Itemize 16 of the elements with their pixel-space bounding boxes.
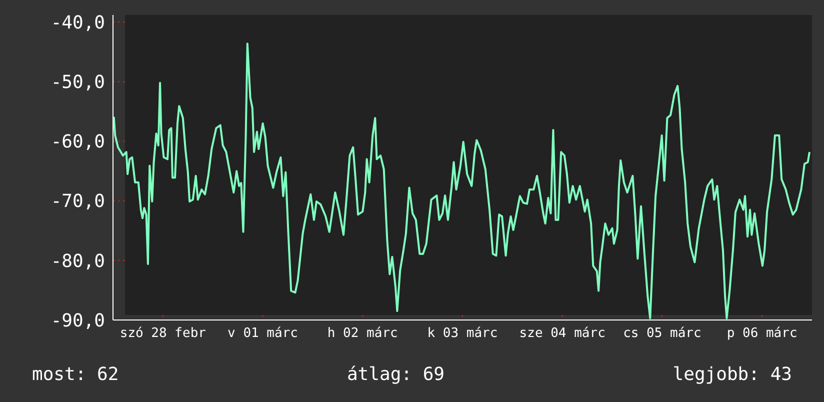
x-tick-label: p 06 márc bbox=[726, 326, 798, 342]
text: legjobb: 43 bbox=[672, 364, 792, 385]
y-tick-label: -80,0 bbox=[50, 250, 105, 272]
x-tick-label: szó 28 febr bbox=[120, 326, 206, 342]
y-tick-label: -90,0 bbox=[50, 310, 105, 332]
y-tick-label: -50,0 bbox=[50, 72, 105, 94]
x-tick-label: sze 04 márc bbox=[519, 326, 606, 342]
x-tick-label: cs 05 márc bbox=[623, 326, 702, 342]
y-tick-label: -70,0 bbox=[50, 191, 105, 212]
text: most: 62 bbox=[32, 364, 119, 385]
y-tick-label: -40,0 bbox=[50, 12, 105, 34]
x-tick-label: k 03 márc bbox=[427, 326, 498, 342]
y-tick-label: -60,0 bbox=[50, 132, 105, 153]
x-tick-label: v 01 márc bbox=[228, 326, 298, 342]
text: átlag: 69 bbox=[346, 364, 445, 385]
x-tick-label: h 02 márc bbox=[327, 326, 398, 342]
